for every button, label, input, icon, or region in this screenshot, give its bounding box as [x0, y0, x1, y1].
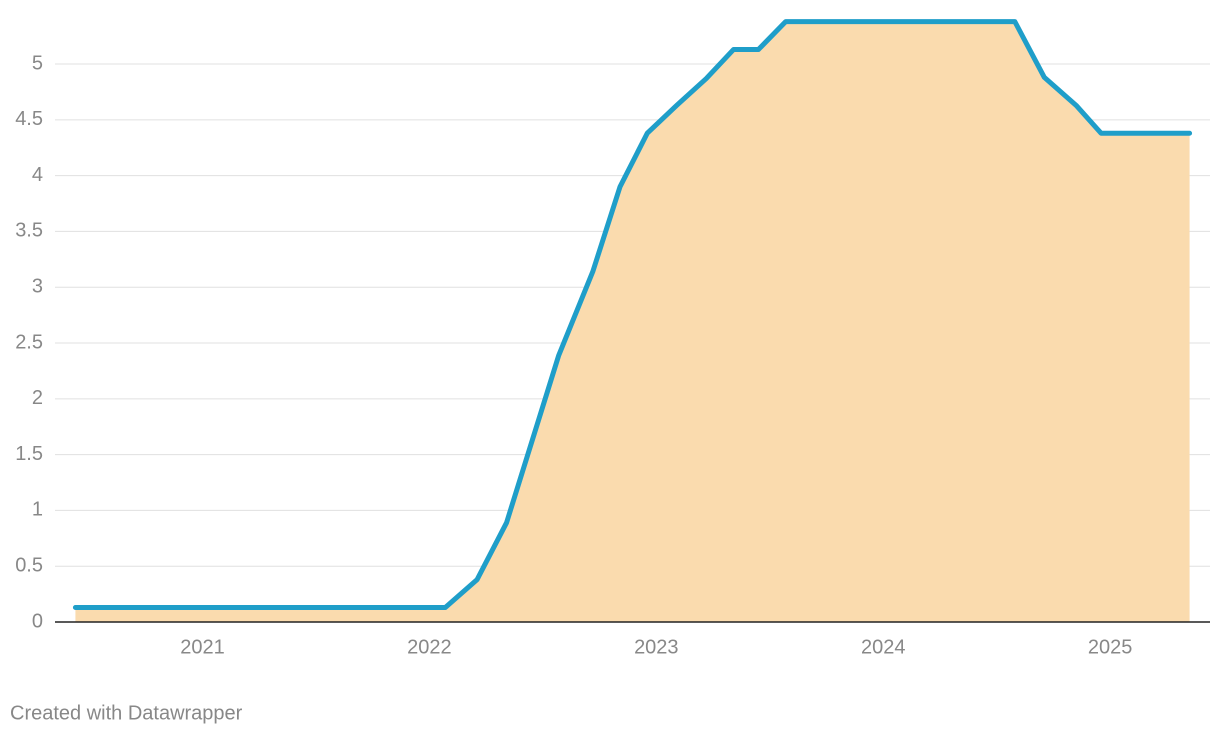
x-tick-label: 2021	[180, 636, 225, 658]
x-tick-label: 2024	[861, 636, 906, 658]
x-tick-label: 2025	[1088, 636, 1133, 658]
y-tick-label: 1	[32, 499, 43, 521]
credit: Created with Datawrapper	[10, 702, 243, 724]
x-tick-label: 2022	[407, 636, 452, 658]
y-tick-label: 2	[32, 387, 43, 409]
y-tick-label: 3.5	[15, 220, 43, 242]
y-tick-label: 4.5	[15, 108, 43, 130]
line	[72, 19, 1193, 610]
x-tick-label: 2023	[634, 636, 679, 658]
y-tick-label: 1.5	[15, 443, 43, 465]
y-tick-label: 3	[32, 276, 43, 298]
area	[75, 21, 1190, 623]
y-tick-label: 4	[32, 164, 43, 186]
y-tick-label: 5	[32, 52, 43, 74]
y-tick-label: 2.5	[15, 331, 43, 353]
y-tick-label: 0	[32, 610, 43, 632]
y-tick-label: 0.5	[15, 554, 43, 576]
